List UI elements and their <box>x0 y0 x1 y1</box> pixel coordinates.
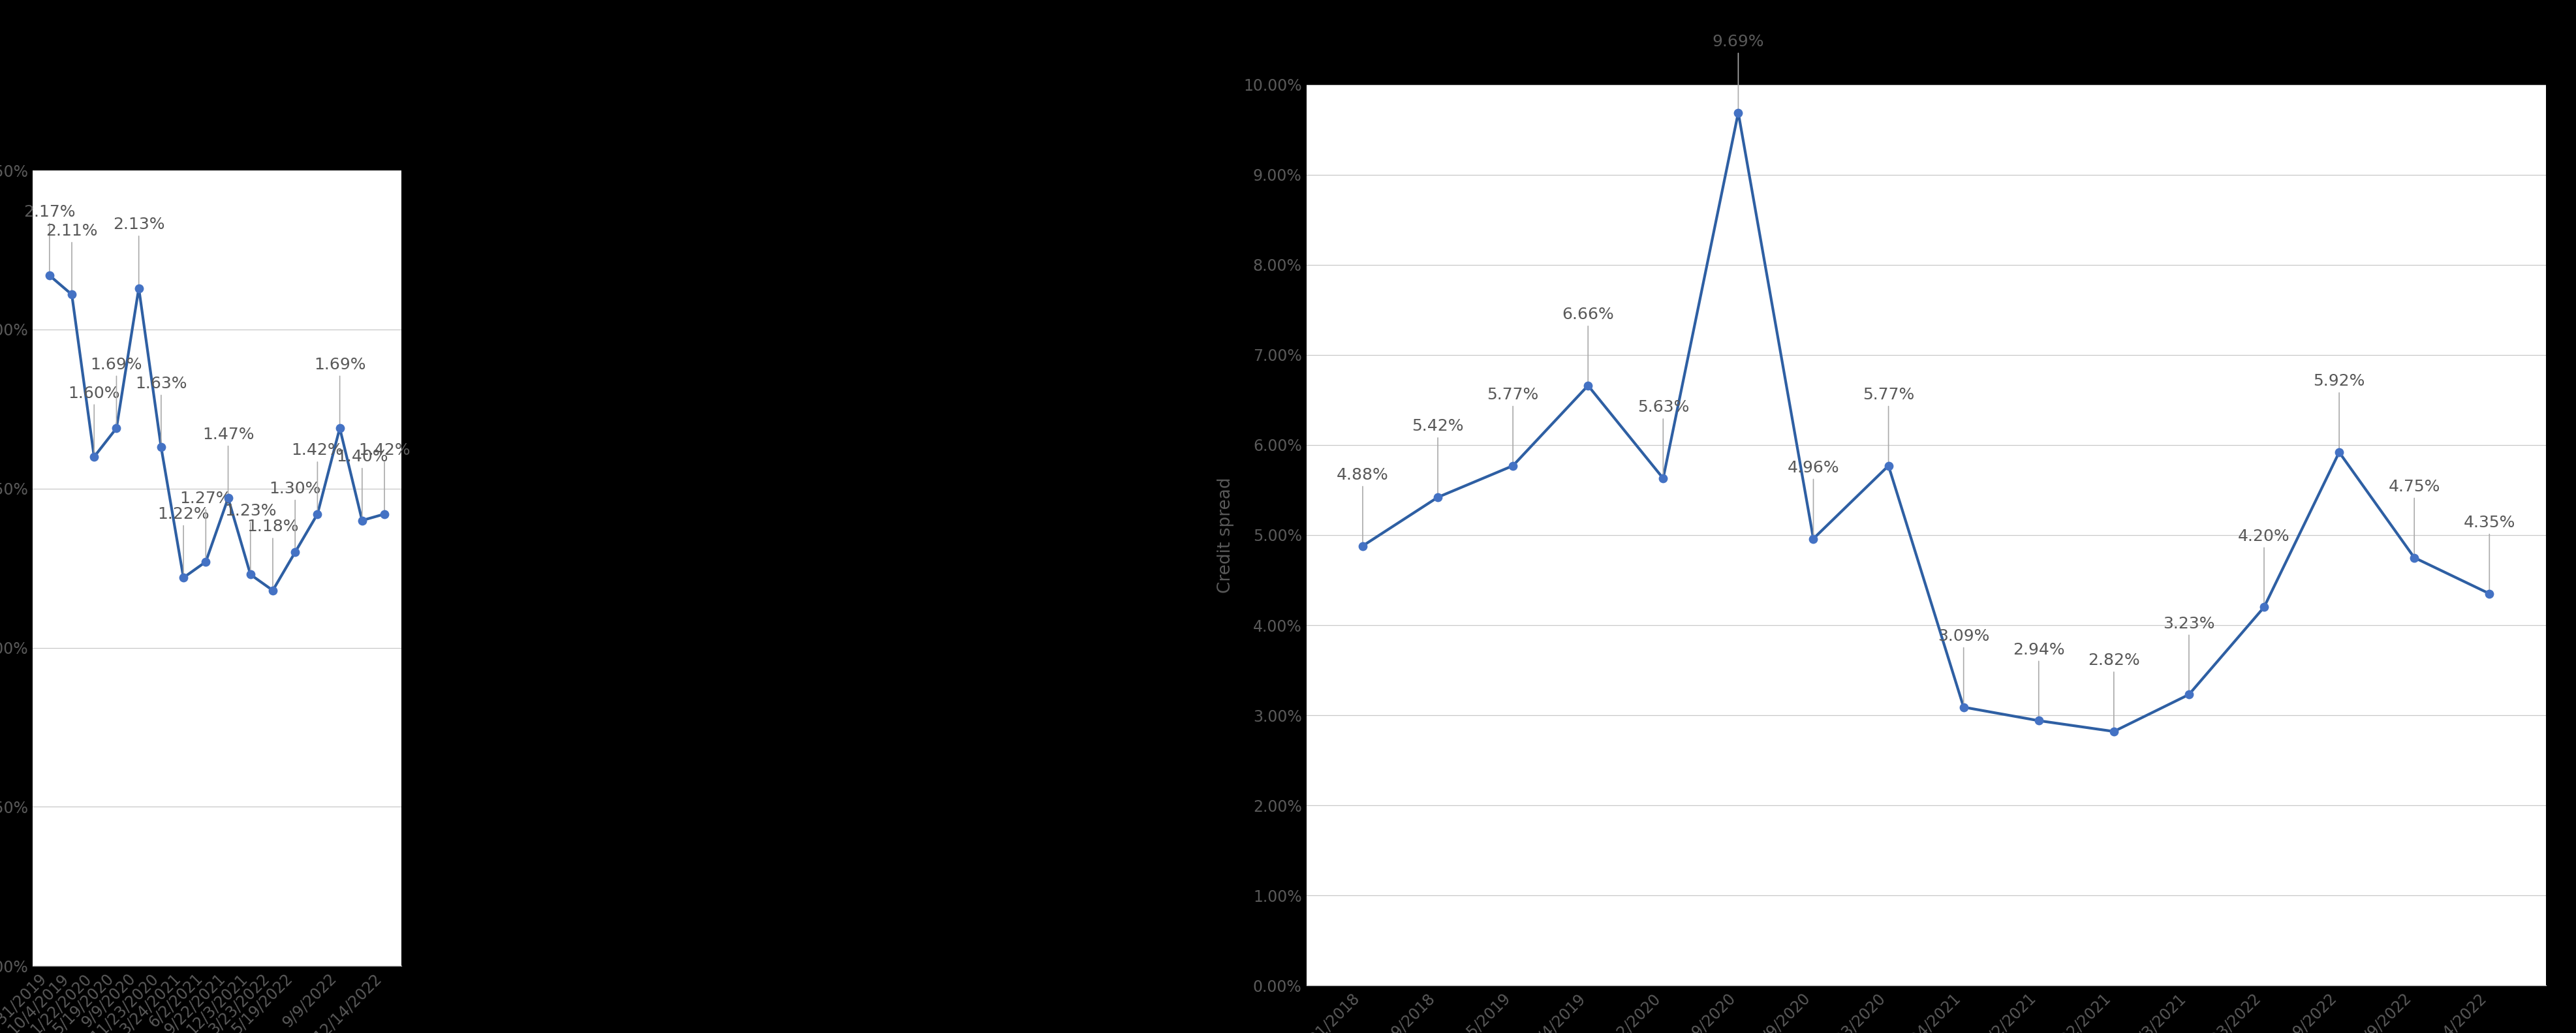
Text: 1.23%: 1.23% <box>224 503 276 572</box>
Text: 2.17%: 2.17% <box>23 205 75 274</box>
Text: 1.42%: 1.42% <box>291 443 343 512</box>
Point <box>1718 104 1759 121</box>
Point <box>2318 444 2360 461</box>
Text: 4.20%: 4.20% <box>2239 529 2290 605</box>
Text: 1.69%: 1.69% <box>314 356 366 427</box>
Point <box>2169 686 2210 702</box>
Point <box>75 448 116 465</box>
Text: 1.18%: 1.18% <box>247 519 299 589</box>
Text: 2.82%: 2.82% <box>2087 653 2138 729</box>
Point <box>142 439 183 456</box>
Text: 3.23%: 3.23% <box>2161 616 2215 693</box>
Text: 1.63%: 1.63% <box>134 376 188 445</box>
Point <box>2468 586 2509 602</box>
Text: 1.60%: 1.60% <box>67 385 121 455</box>
Text: 4.35%: 4.35% <box>2463 514 2514 592</box>
Text: 4.96%: 4.96% <box>1788 460 1839 537</box>
Point <box>1793 530 1834 546</box>
Point <box>28 268 70 284</box>
Text: 1.42%: 1.42% <box>358 443 410 512</box>
Point <box>296 506 337 523</box>
Point <box>1641 470 1682 487</box>
Text: 6.66%: 6.66% <box>1561 307 1613 383</box>
Point <box>276 544 317 561</box>
Point <box>1417 489 1458 505</box>
Text: 1.30%: 1.30% <box>268 481 322 551</box>
Text: 5.77%: 5.77% <box>1862 387 1914 464</box>
Text: 2.13%: 2.13% <box>113 217 165 286</box>
Text: 1.27%: 1.27% <box>180 491 232 560</box>
Text: 5.77%: 5.77% <box>1486 387 1538 464</box>
Point <box>1492 458 1533 474</box>
Point <box>319 419 361 436</box>
Text: 5.92%: 5.92% <box>2313 374 2365 450</box>
Point <box>2017 713 2058 729</box>
Point <box>252 583 294 599</box>
Point <box>52 286 93 303</box>
Text: 1.40%: 1.40% <box>335 449 389 519</box>
Text: 2.11%: 2.11% <box>46 223 98 292</box>
Point <box>95 419 137 436</box>
Text: 5.63%: 5.63% <box>1636 400 1690 476</box>
Point <box>185 554 227 570</box>
Point <box>162 569 204 586</box>
Text: 1.47%: 1.47% <box>201 427 255 496</box>
Point <box>2092 723 2133 740</box>
Text: 5.42%: 5.42% <box>1412 418 1463 496</box>
Point <box>229 566 270 583</box>
Point <box>363 506 404 523</box>
Point <box>1342 537 1383 554</box>
Point <box>2244 599 2285 616</box>
Text: 3.09%: 3.09% <box>1937 628 1989 706</box>
Point <box>2393 550 2434 566</box>
Point <box>343 512 384 529</box>
Text: 1.22%: 1.22% <box>157 506 209 575</box>
Y-axis label: Credit spread: Credit spread <box>1216 477 1234 593</box>
Text: 9.69%: 9.69% <box>1713 34 1765 111</box>
Text: 4.88%: 4.88% <box>1337 467 1388 544</box>
Text: 2.94%: 2.94% <box>2012 641 2063 719</box>
Point <box>1942 699 1984 716</box>
Point <box>209 490 250 506</box>
Text: 4.75%: 4.75% <box>2388 479 2439 556</box>
Point <box>118 280 160 296</box>
Text: 1.69%: 1.69% <box>90 356 142 427</box>
Point <box>1566 377 1607 394</box>
Point <box>1868 458 1909 474</box>
